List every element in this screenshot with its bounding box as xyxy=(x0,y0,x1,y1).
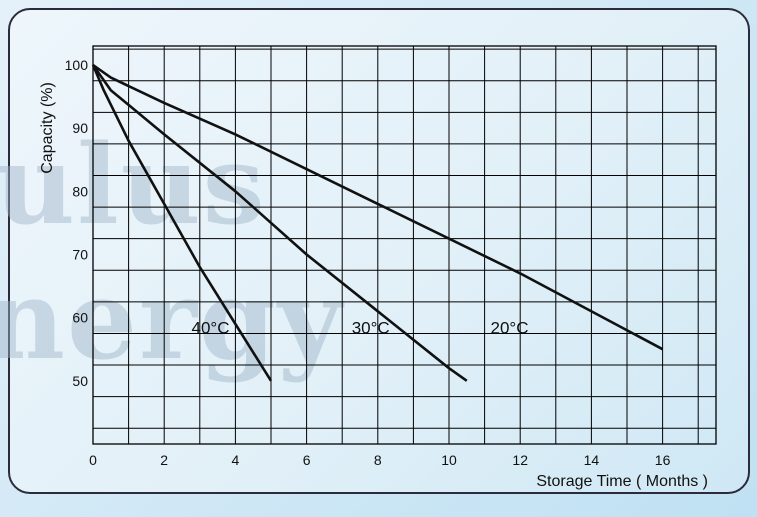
x-axis-label: Storage Time ( Months ) xyxy=(536,473,708,490)
x-tick-labels: 0 2 4 6 8 10 12 14 16 xyxy=(89,452,670,468)
x-tick-label: 2 xyxy=(160,452,168,468)
x-tick-label: 0 xyxy=(89,452,97,468)
series-line-40C xyxy=(91,64,273,382)
x-tick-label: 12 xyxy=(512,452,528,468)
watermark-line1: ulus xyxy=(0,120,267,249)
plot-frame xyxy=(92,45,717,445)
x-tick-label: 4 xyxy=(232,452,240,468)
chart-series xyxy=(91,63,664,382)
y-tick-label: 100 xyxy=(65,57,89,73)
y-tick-label: 70 xyxy=(72,246,88,262)
y-tick-label: 50 xyxy=(72,373,88,389)
y-tick-label: 90 xyxy=(72,120,88,136)
x-tick-label: 14 xyxy=(584,452,600,468)
x-tick-label: 10 xyxy=(441,452,457,468)
series-label: 40°C xyxy=(191,318,229,337)
y-axis-label: Capacity (%) xyxy=(39,82,56,174)
watermark-line2: nergy xyxy=(0,255,344,384)
y-tick-label: 80 xyxy=(72,183,88,199)
chart-panel xyxy=(8,8,750,494)
x-tick-label: 16 xyxy=(655,452,671,468)
y-tick-labels: 50 60 70 80 90 100 xyxy=(65,57,89,389)
series-labels: 40°C 30°C 20°C xyxy=(191,318,528,337)
x-tick-label: 8 xyxy=(374,452,382,468)
series-label: 30°C xyxy=(352,318,390,337)
series-line-20C xyxy=(92,63,664,351)
series-line-30C xyxy=(91,64,468,382)
series-label: 20°C xyxy=(491,318,529,337)
chart-grid xyxy=(92,45,717,445)
x-tick-label: 6 xyxy=(303,452,311,468)
y-tick-label: 60 xyxy=(72,310,88,326)
